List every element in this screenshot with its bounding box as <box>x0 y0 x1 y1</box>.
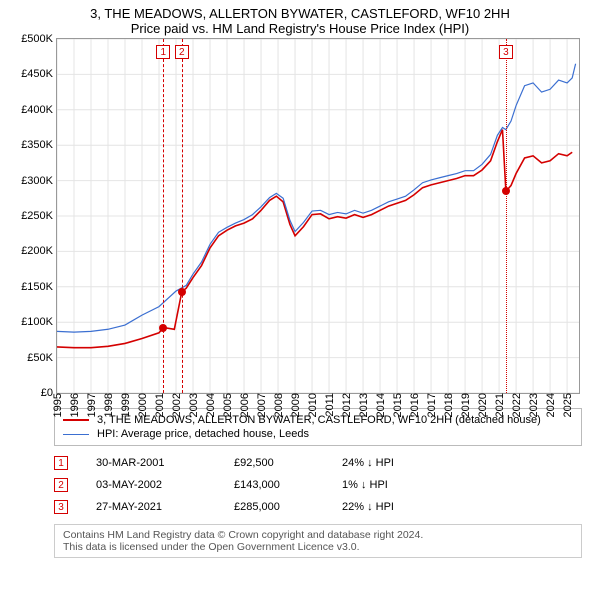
x-tick-label: 2012 <box>339 393 353 417</box>
x-tick-label: 2014 <box>373 393 387 417</box>
plot-area: £0£50K£100K£150K£200K£250K£300K£350K£400… <box>56 38 580 394</box>
x-tick-label: 2008 <box>271 393 285 417</box>
x-tick-label: 1998 <box>101 393 115 417</box>
sale-vline-3 <box>506 39 507 393</box>
sales-row-delta: 1% ↓ HPI <box>342 479 442 491</box>
x-tick-label: 2017 <box>424 393 438 417</box>
sale-dot-3 <box>502 187 510 195</box>
x-tick-label: 2002 <box>169 393 183 417</box>
x-tick-label: 1997 <box>84 393 98 417</box>
x-tick-label: 2004 <box>203 393 217 417</box>
y-tick-label: £250K <box>21 210 57 222</box>
sales-row-date: 03-MAY-2002 <box>96 479 206 491</box>
x-tick-label: 1995 <box>50 393 64 417</box>
x-tick-label: 2006 <box>237 393 251 417</box>
legend-label: HPI: Average price, detached house, Leed… <box>97 428 309 440</box>
sale-vline-1 <box>163 39 164 393</box>
sale-dot-1 <box>159 324 167 332</box>
y-tick-label: £100K <box>21 316 57 328</box>
x-tick-label: 2000 <box>135 393 149 417</box>
x-tick-label: 2025 <box>560 393 574 417</box>
sales-row-index: 3 <box>54 500 68 514</box>
x-tick-label: 1999 <box>118 393 132 417</box>
y-tick-label: £400K <box>21 104 57 116</box>
chart-svg <box>57 39 579 393</box>
chart-subtitle: Price paid vs. HM Land Registry's House … <box>0 21 600 36</box>
sales-row: 3 27-MAY-2021 £285,000 22% ↓ HPI <box>54 496 582 518</box>
sales-row-price: £92,500 <box>234 457 314 469</box>
sales-row-index: 2 <box>54 478 68 492</box>
sales-row-delta: 22% ↓ HPI <box>342 501 442 513</box>
sale-dot-2 <box>178 288 186 296</box>
legend-item: HPI: Average price, detached house, Leed… <box>63 427 573 441</box>
sales-row-price: £285,000 <box>234 501 314 513</box>
y-tick-label: £150K <box>21 281 57 293</box>
sales-row: 1 30-MAR-2001 £92,500 24% ↓ HPI <box>54 452 582 474</box>
series-property <box>57 130 572 348</box>
x-tick-label: 2024 <box>543 393 557 417</box>
legend-swatch <box>63 419 89 421</box>
y-tick-label: £300K <box>21 175 57 187</box>
attribution-line-2: This data is licensed under the Open Gov… <box>63 541 573 553</box>
sales-row-delta: 24% ↓ HPI <box>342 457 442 469</box>
y-tick-label: £50K <box>27 352 57 364</box>
chart-title: 3, THE MEADOWS, ALLERTON BYWATER, CASTLE… <box>0 6 600 21</box>
legend-swatch <box>63 434 89 435</box>
sale-marker-box-3: 3 <box>499 45 513 59</box>
x-tick-label: 2018 <box>441 393 455 417</box>
title-block: 3, THE MEADOWS, ALLERTON BYWATER, CASTLE… <box>0 0 600 38</box>
series-hpi <box>57 64 576 332</box>
sales-row-price: £143,000 <box>234 479 314 491</box>
x-tick-label: 2010 <box>305 393 319 417</box>
x-tick-label: 2005 <box>220 393 234 417</box>
x-tick-label: 2011 <box>322 393 336 417</box>
sales-table: 1 30-MAR-2001 £92,500 24% ↓ HPI 2 03-MAY-2002… <box>54 452 582 518</box>
y-tick-label: £200K <box>21 245 57 257</box>
attribution-box: Contains HM Land Registry data © Crown c… <box>54 524 582 558</box>
y-tick-label: £450K <box>21 68 57 80</box>
y-tick-label: £500K <box>21 33 57 45</box>
sales-row: 2 03-MAY-2002 £143,000 1% ↓ HPI <box>54 474 582 496</box>
sales-row-date: 27-MAY-2021 <box>96 501 206 513</box>
x-tick-label: 2013 <box>356 393 370 417</box>
x-tick-label: 2009 <box>288 393 302 417</box>
x-tick-label: 2015 <box>390 393 404 417</box>
x-tick-label: 2003 <box>186 393 200 417</box>
x-tick-label: 2007 <box>254 393 268 417</box>
sales-row-index: 1 <box>54 456 68 470</box>
sale-vline-2 <box>182 39 183 393</box>
x-tick-label: 2022 <box>509 393 523 417</box>
sales-row-date: 30-MAR-2001 <box>96 457 206 469</box>
x-tick-label: 2019 <box>458 393 472 417</box>
x-tick-label: 2016 <box>407 393 421 417</box>
attribution-line-1: Contains HM Land Registry data © Crown c… <box>63 529 573 541</box>
sale-marker-box-2: 2 <box>175 45 189 59</box>
x-tick-label: 1996 <box>67 393 81 417</box>
x-tick-label: 2001 <box>152 393 166 417</box>
chart-container: 3, THE MEADOWS, ALLERTON BYWATER, CASTLE… <box>0 0 600 558</box>
sale-marker-box-1: 1 <box>156 45 170 59</box>
x-tick-label: 2023 <box>526 393 540 417</box>
x-tick-label: 2021 <box>492 393 506 417</box>
x-tick-label: 2020 <box>475 393 489 417</box>
y-tick-label: £350K <box>21 139 57 151</box>
